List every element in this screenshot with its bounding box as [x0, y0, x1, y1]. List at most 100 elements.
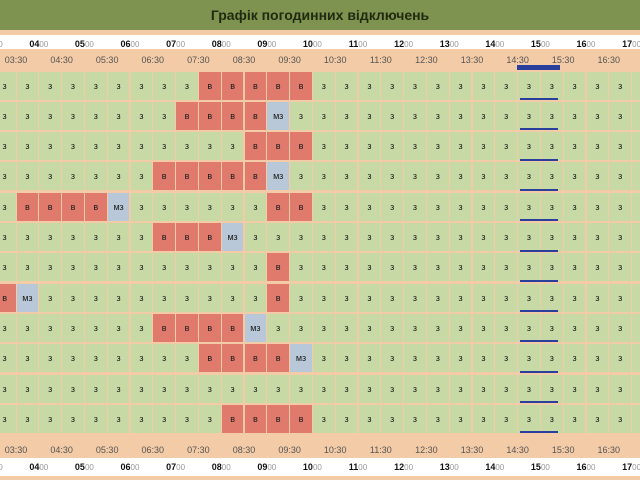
schedule-cell: з — [404, 313, 426, 342]
schedule-cell: з — [312, 313, 335, 342]
schedule-cell: з — [176, 374, 198, 403]
schedule-cell: з — [198, 192, 221, 221]
schedule-cell: з — [632, 223, 640, 251]
schedule-cell: в — [62, 192, 84, 221]
schedule-cell: в — [244, 344, 267, 373]
schedule-cell: з — [381, 344, 404, 373]
schedule-cell: з — [495, 313, 518, 342]
schedule-cell: в — [267, 344, 290, 373]
schedule-cell: з — [495, 192, 518, 221]
schedule-cell: з — [404, 283, 426, 312]
schedule-cell: з — [62, 283, 84, 312]
schedule-cell: з — [267, 313, 290, 342]
schedule-cell: з — [632, 101, 640, 130]
schedule-cell: з — [62, 344, 84, 373]
schedule-cell: з — [449, 192, 472, 221]
schedule-cell: з — [176, 132, 198, 161]
schedule-cell: в — [267, 192, 290, 221]
schedule-cell: з — [426, 344, 449, 373]
top-hour-label: 15 00 — [530, 39, 550, 49]
bottom-half-label: 07:30 — [187, 445, 210, 455]
schedule-cell: з — [540, 404, 563, 433]
schedule-cell: з — [130, 253, 153, 282]
current-time-line — [520, 370, 558, 373]
bottom-hour-label: 10 00 — [302, 462, 322, 472]
schedule-cell: в — [84, 192, 107, 221]
schedule-cell: з — [84, 223, 107, 251]
top-half-label: 12:30 — [415, 55, 438, 65]
current-time-line — [520, 310, 558, 313]
bottom-half-label: 15:30 — [551, 445, 575, 455]
schedule-cell: з — [495, 374, 518, 403]
schedule-cell: з — [495, 101, 518, 130]
schedule-cell: з — [16, 374, 39, 403]
schedule-cell: з — [381, 132, 404, 161]
schedule-cell: з — [0, 344, 16, 373]
schedule-cell: з — [39, 253, 62, 282]
schedule-cell: з — [540, 253, 563, 282]
schedule-cell: в — [153, 313, 176, 342]
schedule-cell: з — [449, 374, 472, 403]
schedule-cell: з — [426, 71, 449, 100]
schedule-cell: з — [0, 404, 16, 433]
schedule-cell: в — [176, 313, 198, 342]
schedule-cell: з — [153, 404, 176, 433]
half-hour-header-bottom: 03:30 04:30 05:30 06:30 07:30 08:30 09:30 10:30… — [0, 439, 640, 461]
schedule-cell: з — [16, 162, 39, 191]
schedule-cell: з — [107, 223, 130, 251]
schedule-cell: з — [312, 344, 335, 373]
schedule-cell: з — [426, 223, 449, 251]
schedule-cell: в — [267, 253, 290, 282]
schedule-cell: з — [609, 71, 632, 100]
schedule-cell: з — [449, 223, 472, 251]
bottom-hour-label: 07 00 — [166, 462, 186, 472]
bottom-half-label: 14:30 — [506, 445, 529, 455]
schedule-cell: з — [39, 223, 62, 251]
schedule-cell: з — [586, 313, 609, 342]
schedule-cell: з — [426, 101, 449, 130]
schedule-cell: з — [39, 162, 62, 191]
schedule-cell: з — [198, 132, 221, 161]
schedule-cell: з — [495, 283, 518, 312]
bottom-hour-label: 15 00 — [530, 462, 550, 472]
schedule-cell: з — [426, 313, 449, 342]
schedule-cell: з — [312, 192, 335, 221]
schedule-cell: з — [381, 404, 404, 433]
schedule-cell: з — [449, 253, 472, 282]
schedule-cell: в — [221, 344, 244, 373]
schedule-cell: з — [130, 71, 153, 100]
schedule-cell: з — [632, 283, 640, 312]
bottom-hour-label: 12 00 — [394, 462, 414, 472]
top-half-label: 15:30 — [551, 55, 575, 65]
schedule-cell: з — [130, 404, 153, 433]
schedule-cell: в — [244, 101, 267, 130]
schedule-cell: з — [62, 313, 84, 342]
schedule-cell: в — [198, 344, 221, 373]
schedule-cell: з — [312, 162, 335, 191]
schedule-cell: з — [221, 374, 244, 403]
schedule-cell: з — [107, 404, 130, 433]
schedule-cell: з — [404, 101, 426, 130]
schedule-cell: з — [540, 162, 563, 191]
schedule-cell: з — [176, 192, 198, 221]
current-time-line — [520, 98, 558, 100]
schedule-cell: з — [335, 101, 358, 130]
schedule-cell: з — [358, 162, 381, 191]
schedule-cell: з — [176, 71, 198, 100]
schedule-cell: з — [381, 71, 404, 100]
schedule-cell: з — [153, 283, 176, 312]
schedule-cell: з — [84, 71, 107, 100]
top-half-label: 06:30 — [141, 55, 165, 65]
top-half-label: 04:30 — [50, 55, 73, 65]
schedule-cell: з — [358, 374, 381, 403]
schedule-cell: з — [312, 374, 335, 403]
top-hour-label: 10 00 — [302, 39, 322, 49]
schedule-cell: з — [563, 192, 586, 221]
bottom-hour-label: 16 00 — [576, 462, 596, 472]
schedule-cell: з — [312, 71, 335, 100]
schedule-cell: з — [39, 71, 62, 100]
schedule-cell: з — [472, 313, 495, 342]
schedule-cell: в — [267, 404, 290, 433]
schedule-cell: з — [563, 101, 586, 130]
schedule-cell: з — [518, 192, 540, 221]
